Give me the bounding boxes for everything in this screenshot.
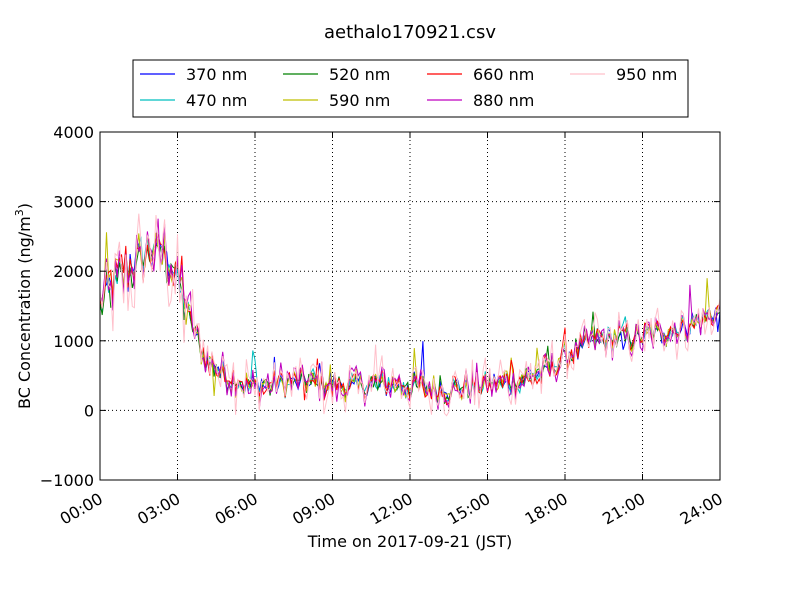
legend-item: 370 nm	[140, 65, 247, 84]
legend-label: 370 nm	[186, 65, 247, 84]
x-axis-label: Time on 2017-09-21 (JST)	[307, 532, 512, 551]
legend-label: 950 nm	[616, 65, 677, 84]
legend-item: 880 nm	[427, 91, 534, 110]
y-tick-label: 0	[84, 401, 94, 420]
y-tick-label: 1000	[53, 332, 94, 351]
series-group	[100, 213, 720, 417]
plot-area: 00:00 03:00 06:00 09:00 12:00 15:00 18:00 21:00…	[40, 123, 726, 529]
legend: 370 nm 470 nm 520 nm 590 nm 660 nm 880 nm 950 …	[132, 59, 689, 118]
chart-title: aethalo170921.csv	[324, 22, 496, 43]
y-tick-label: 3000	[53, 193, 94, 212]
y-axis-label-end: )	[15, 203, 34, 209]
legend-label: 470 nm	[186, 91, 247, 110]
legend-label: 520 nm	[329, 65, 390, 84]
plot-background	[100, 132, 720, 480]
y-tick-label: −1000	[40, 471, 94, 490]
legend-item: 950 nm	[570, 65, 677, 84]
series-line	[100, 213, 720, 417]
legend-item: 660 nm	[427, 65, 534, 84]
legend-item: 520 nm	[283, 65, 390, 84]
y-tick-label: 4000	[53, 123, 94, 142]
y-axis-label-sup: 3	[13, 209, 26, 216]
y-tick-label: 2000	[53, 262, 94, 281]
y-axis-label: BC Concentration (ng/m3)	[13, 203, 34, 409]
legend-item: 470 nm	[140, 91, 247, 110]
legend-label: 880 nm	[473, 91, 534, 110]
legend-label: 590 nm	[329, 91, 390, 110]
legend-label: 660 nm	[473, 65, 534, 84]
legend-item: 590 nm	[283, 91, 390, 110]
y-axis-label-main: BC Concentration (ng/m	[15, 216, 34, 409]
